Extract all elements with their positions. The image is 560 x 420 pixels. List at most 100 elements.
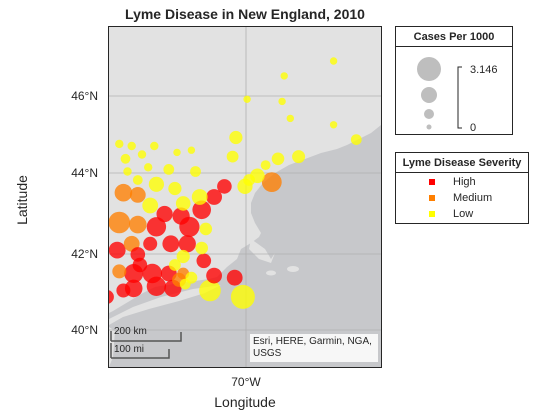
bubble-layer (109, 57, 362, 309)
scale-label-mi: 100 mi (114, 344, 145, 355)
bubble-low[interactable] (230, 284, 255, 309)
bubble-low[interactable] (168, 181, 182, 196)
bubble-low[interactable] (199, 279, 221, 302)
bubble-low[interactable] (173, 148, 181, 157)
bubble-low[interactable] (163, 164, 175, 175)
bubble-high[interactable] (156, 205, 173, 223)
island-marthas-vineyard (266, 270, 276, 276)
bubble-low[interactable] (123, 167, 132, 176)
bubble-low[interactable] (176, 249, 190, 264)
bubble-low[interactable] (329, 121, 338, 129)
bubble-high[interactable] (162, 235, 180, 253)
bubble-high[interactable] (217, 179, 232, 194)
map-attribution: Esri, HERE, Garmin, NGA, USGS (250, 334, 378, 362)
bubble-low[interactable] (195, 241, 208, 255)
map-canvas[interactable] (109, 27, 381, 367)
bubble-high[interactable] (146, 217, 167, 237)
bubble-high[interactable] (146, 276, 167, 296)
legend-size-tiny (426, 124, 432, 130)
legend-swatch-medium (429, 195, 435, 201)
bubble-low[interactable] (271, 152, 285, 166)
bubble-low[interactable] (137, 150, 147, 159)
bubble-low[interactable] (144, 163, 153, 172)
bubble-low[interactable] (243, 95, 251, 104)
bubble-low[interactable] (199, 222, 213, 236)
bubble-high[interactable] (206, 189, 222, 205)
bubble-medium[interactable] (261, 172, 282, 193)
bubble-high[interactable] (206, 267, 222, 284)
bubble-high[interactable] (192, 200, 211, 220)
xtick-70w: 70°W (231, 375, 261, 389)
scale-bar (110, 331, 182, 359)
legend-cases: Cases Per 1000 3.146 0 (395, 26, 513, 135)
legend-size-max: 3.146 (470, 64, 498, 76)
bubble-low[interactable] (150, 141, 159, 151)
bubble-low[interactable] (148, 176, 164, 192)
bubble-low[interactable] (120, 153, 131, 164)
bubble-low[interactable] (187, 146, 196, 154)
legend-severity-divider (396, 172, 528, 173)
legend-label-low: Low (453, 208, 474, 220)
bubble-low[interactable] (179, 278, 191, 290)
ytick-42n: 42°N (71, 247, 98, 261)
island-nantucket (287, 266, 299, 272)
legend-cases-divider (396, 46, 512, 47)
bubble-low[interactable] (127, 141, 136, 151)
y-axis-label: Latitude (14, 175, 30, 225)
bubble-low[interactable] (243, 174, 256, 186)
bubble-medium[interactable] (109, 211, 131, 234)
scale-bar-mi (110, 343, 170, 359)
ytick-44n: 44°N (71, 166, 98, 180)
bubble-low[interactable] (278, 97, 286, 106)
bubble-low[interactable] (280, 72, 288, 80)
scale-bar-km (110, 331, 182, 342)
legend-swatch-high (429, 179, 435, 185)
bubble-high[interactable] (143, 236, 158, 251)
legend-size-large (417, 57, 441, 81)
bubble-low[interactable] (229, 130, 243, 145)
legend-size-medium (421, 87, 437, 103)
legend-label-high: High (453, 176, 476, 188)
bubble-low[interactable] (286, 114, 294, 123)
legend-size-graphic (417, 57, 462, 130)
bubble-low[interactable] (329, 57, 338, 65)
bubble-low[interactable] (169, 259, 181, 271)
bubble-high[interactable] (172, 207, 190, 225)
x-axis-label: Longitude (214, 394, 276, 410)
legend-cases-title: Cases Per 1000 (413, 31, 495, 43)
bubble-low[interactable] (292, 150, 306, 164)
bubble-medium[interactable] (114, 183, 133, 202)
bubble-low[interactable] (226, 150, 239, 163)
cape-cod (249, 239, 275, 263)
bubble-high[interactable] (116, 283, 131, 298)
bubble-low[interactable] (115, 139, 124, 149)
bubble-low[interactable] (350, 134, 362, 145)
bubble-low[interactable] (191, 189, 208, 205)
bubble-low[interactable] (175, 196, 191, 211)
legend-size-small (424, 109, 434, 119)
scale-label-km: 200 km (114, 326, 147, 337)
bubble-medium[interactable] (129, 187, 146, 203)
legend-severity: Lyme Disease Severity High Medium Low (395, 152, 529, 224)
bubble-high[interactable] (226, 269, 243, 286)
legend-size-bracket (457, 66, 462, 129)
bubble-medium[interactable] (112, 264, 127, 279)
legend-size-min: 0 (470, 122, 477, 134)
bubble-high[interactable] (178, 235, 196, 253)
legend-label-medium: Medium (453, 192, 493, 204)
bubble-low[interactable] (190, 166, 201, 177)
map-axes[interactable]: 200 km 100 mi Esri, HERE, Garmin, NGA, U… (108, 26, 382, 368)
legend-swatch-low (429, 211, 435, 217)
bubble-low[interactable] (260, 160, 271, 171)
bubble-high[interactable] (109, 241, 126, 259)
bubble-high[interactable] (196, 253, 212, 269)
bubble-medium[interactable] (129, 215, 147, 234)
long-island (109, 285, 221, 325)
bubble-low[interactable] (132, 175, 143, 185)
bubble-high[interactable] (109, 290, 114, 304)
bubble-high[interactable] (132, 257, 148, 273)
ytick-46n: 46°N (71, 89, 98, 103)
legend-severity-title: Lyme Disease Severity (402, 157, 522, 169)
map-title: Lyme Disease in New England, 2010 (125, 6, 365, 22)
bubble-low[interactable] (142, 197, 159, 214)
